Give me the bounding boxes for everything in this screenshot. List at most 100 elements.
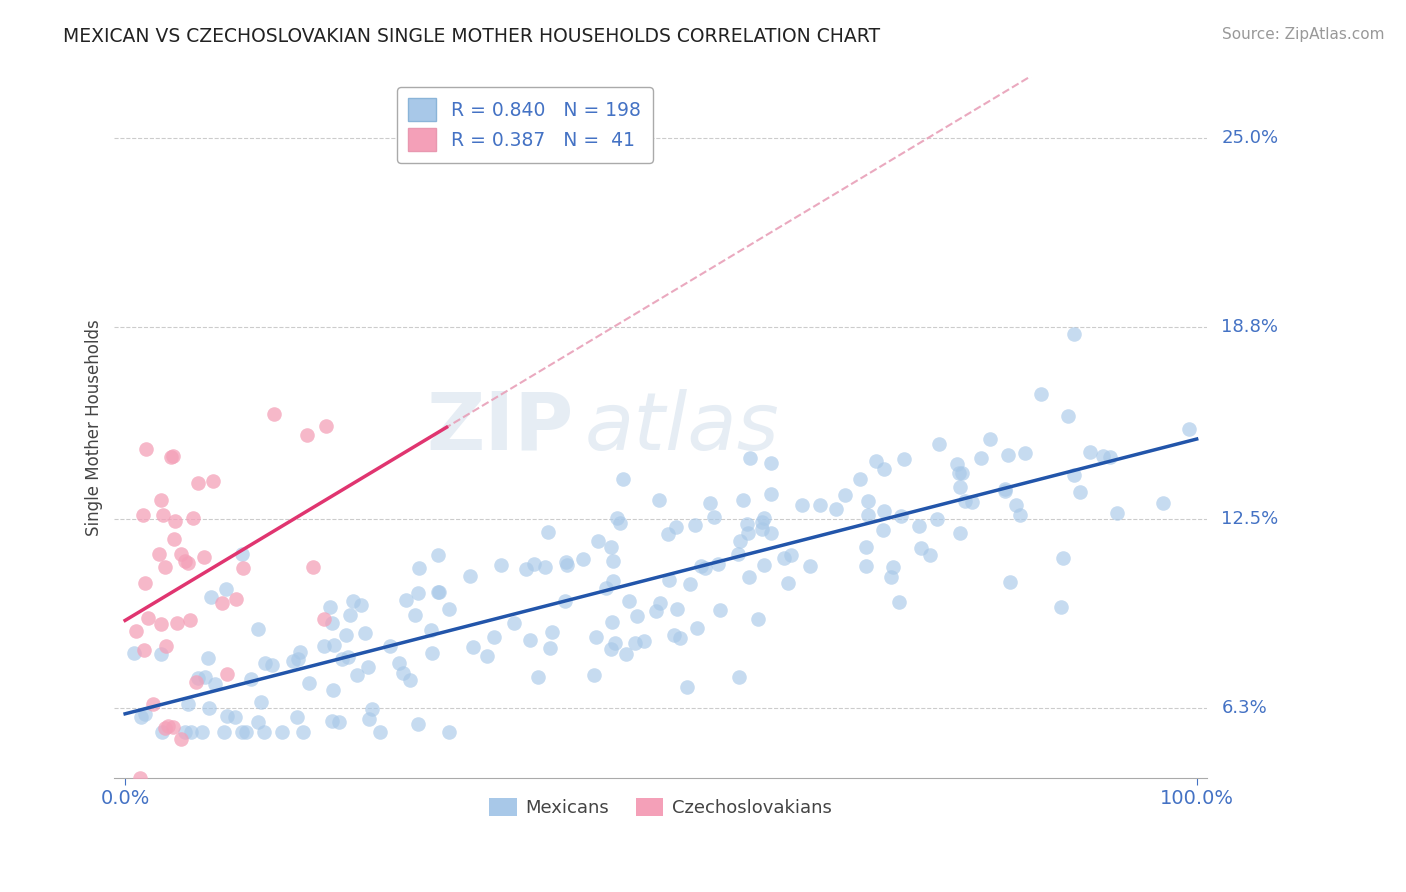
Point xyxy=(772,551,794,566)
Point xyxy=(212,725,235,739)
Point xyxy=(689,559,711,574)
Point xyxy=(609,516,631,530)
Point xyxy=(298,675,321,690)
Point xyxy=(184,674,207,689)
Point xyxy=(427,585,450,599)
Point xyxy=(675,680,697,694)
Point xyxy=(949,526,972,541)
Point xyxy=(808,498,831,512)
Point xyxy=(398,673,420,688)
Point xyxy=(538,641,561,656)
Point xyxy=(342,594,364,608)
Point xyxy=(1005,498,1028,512)
Point xyxy=(335,628,357,642)
Point xyxy=(994,482,1017,496)
Point xyxy=(187,475,209,490)
Point xyxy=(522,558,544,572)
Point xyxy=(849,472,872,486)
Point xyxy=(626,609,648,624)
Point xyxy=(998,574,1021,589)
Point xyxy=(177,698,200,712)
Point xyxy=(907,519,929,533)
Point xyxy=(910,541,932,556)
Point xyxy=(157,719,180,733)
Point xyxy=(211,596,233,610)
Point xyxy=(918,548,941,562)
Point xyxy=(315,419,337,434)
Point xyxy=(463,640,485,655)
Point xyxy=(318,599,340,614)
Point xyxy=(134,643,156,657)
Point xyxy=(872,504,894,518)
Point xyxy=(169,731,191,746)
Point xyxy=(204,677,226,691)
Point xyxy=(669,632,692,646)
Point xyxy=(202,475,225,489)
Point xyxy=(738,569,761,583)
Point xyxy=(153,560,176,574)
Point xyxy=(686,621,709,635)
Point xyxy=(322,638,344,652)
Point xyxy=(602,553,624,567)
Point xyxy=(727,547,749,561)
Text: MEXICAN VS CZECHOSLOVAKIAN SINGLE MOTHER HOUSEHOLDS CORRELATION CHART: MEXICAN VS CZECHOSLOVAKIAN SINGLE MOTHER… xyxy=(63,27,880,45)
Point xyxy=(834,488,856,502)
Text: 12.5%: 12.5% xyxy=(1222,510,1278,528)
Point xyxy=(246,622,269,636)
Point xyxy=(585,630,607,644)
Point xyxy=(927,512,949,526)
Point xyxy=(177,557,200,571)
Point xyxy=(582,667,605,681)
Point xyxy=(738,451,761,466)
Point xyxy=(502,615,524,630)
Point xyxy=(554,594,576,608)
Point xyxy=(1014,446,1036,460)
Point xyxy=(1057,409,1080,424)
Point xyxy=(152,725,174,739)
Point xyxy=(198,701,221,715)
Point xyxy=(679,577,702,591)
Point xyxy=(873,461,896,475)
Point xyxy=(125,624,148,639)
Point xyxy=(751,522,773,536)
Point xyxy=(699,496,721,510)
Point xyxy=(555,558,578,573)
Point xyxy=(122,646,145,660)
Point xyxy=(187,671,209,685)
Point xyxy=(541,625,564,640)
Point xyxy=(250,695,273,709)
Point xyxy=(554,555,576,569)
Point xyxy=(600,642,623,657)
Point xyxy=(955,494,977,508)
Point xyxy=(1099,450,1122,465)
Point xyxy=(328,714,350,729)
Point xyxy=(406,717,429,731)
Point xyxy=(197,650,219,665)
Point xyxy=(948,466,970,480)
Point xyxy=(136,611,159,625)
Point xyxy=(239,672,262,686)
Point xyxy=(194,670,217,684)
Point xyxy=(1063,326,1085,341)
Point xyxy=(128,771,150,785)
Point xyxy=(330,652,353,666)
Point xyxy=(614,648,637,662)
Point xyxy=(790,498,813,512)
Point xyxy=(149,648,172,662)
Point xyxy=(247,715,270,730)
Point xyxy=(658,573,681,587)
Point xyxy=(855,540,877,554)
Point xyxy=(170,547,193,561)
Point xyxy=(149,492,172,507)
Text: 18.8%: 18.8% xyxy=(1222,318,1278,336)
Point xyxy=(155,639,177,653)
Point xyxy=(458,569,481,583)
Point xyxy=(737,526,759,541)
Point xyxy=(392,666,415,681)
Point xyxy=(281,654,304,668)
Legend: Mexicans, Czechoslovakians: Mexicans, Czechoslovakians xyxy=(482,790,839,824)
Point xyxy=(193,549,215,564)
Point xyxy=(882,560,904,574)
Point xyxy=(260,657,283,672)
Point xyxy=(1105,506,1128,520)
